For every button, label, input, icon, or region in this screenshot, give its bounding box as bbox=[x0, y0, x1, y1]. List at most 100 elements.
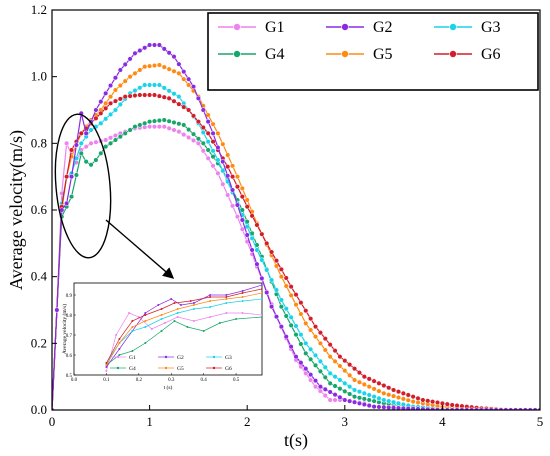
inset-data-point bbox=[128, 312, 131, 314]
data-point bbox=[308, 316, 314, 322]
data-point bbox=[195, 119, 201, 125]
data-point bbox=[142, 120, 148, 126]
data-point bbox=[186, 127, 192, 133]
data-point bbox=[225, 173, 231, 179]
data-point bbox=[366, 397, 372, 403]
data-point bbox=[98, 110, 104, 116]
data-point bbox=[347, 362, 353, 368]
data-point bbox=[210, 121, 216, 127]
data-point bbox=[156, 124, 162, 130]
data-point bbox=[293, 292, 299, 298]
data-point bbox=[205, 155, 211, 161]
data-point bbox=[386, 404, 392, 410]
data-point bbox=[127, 56, 133, 62]
inset-data-point bbox=[105, 370, 108, 372]
y-tick-label: 0.6 bbox=[31, 202, 48, 217]
data-point bbox=[176, 70, 182, 76]
inset-series-g1 bbox=[105, 312, 262, 372]
data-point bbox=[283, 283, 289, 289]
data-point bbox=[147, 92, 153, 98]
inset-data-point bbox=[241, 312, 244, 314]
data-point bbox=[103, 90, 109, 96]
data-point bbox=[161, 94, 167, 100]
data-point bbox=[381, 383, 387, 389]
y-tick-label: 1.2 bbox=[31, 2, 47, 17]
inset-data-point bbox=[225, 302, 228, 304]
data-point bbox=[288, 344, 294, 350]
data-point bbox=[171, 119, 177, 126]
inset-legend-item-g6: G6 bbox=[206, 366, 232, 372]
inset-legend-marker bbox=[212, 355, 216, 359]
inset-data-point bbox=[131, 330, 134, 332]
data-point bbox=[249, 247, 255, 253]
x-tick-label: 3 bbox=[342, 414, 349, 429]
data-point bbox=[88, 127, 94, 133]
data-point bbox=[322, 386, 328, 392]
data-point bbox=[298, 300, 304, 306]
inset-series-g5 bbox=[105, 292, 262, 366]
data-point bbox=[210, 130, 216, 136]
data-point bbox=[342, 380, 348, 386]
data-point bbox=[254, 261, 260, 267]
data-point bbox=[322, 393, 328, 399]
data-point bbox=[156, 82, 162, 88]
y-tick-label: 0.0 bbox=[31, 402, 47, 417]
data-point bbox=[352, 377, 358, 383]
data-point bbox=[171, 91, 177, 97]
data-point bbox=[220, 141, 226, 147]
inset-data-point bbox=[192, 304, 195, 306]
data-point bbox=[449, 402, 455, 408]
data-point bbox=[410, 406, 416, 410]
data-point bbox=[220, 181, 226, 187]
data-point bbox=[171, 54, 177, 60]
data-point bbox=[117, 134, 123, 140]
data-point bbox=[127, 74, 133, 80]
data-point bbox=[366, 384, 372, 390]
data-point bbox=[347, 384, 353, 390]
data-point bbox=[366, 403, 372, 409]
data-point bbox=[386, 385, 392, 391]
data-point bbox=[137, 85, 143, 91]
data-point bbox=[112, 98, 118, 104]
inset-data-point bbox=[209, 306, 212, 308]
data-point bbox=[103, 137, 109, 143]
inset-data-point bbox=[261, 288, 262, 290]
data-point bbox=[151, 124, 158, 130]
data-point bbox=[142, 82, 148, 88]
inset-data-point bbox=[170, 298, 173, 300]
data-point bbox=[147, 124, 153, 130]
data-point bbox=[415, 395, 421, 401]
legend-marker bbox=[341, 50, 349, 58]
data-point bbox=[337, 394, 343, 400]
legend-item-g2: G2 bbox=[326, 19, 393, 36]
data-point bbox=[210, 154, 216, 160]
data-point bbox=[391, 393, 397, 399]
data-point bbox=[156, 93, 162, 99]
data-point bbox=[230, 203, 236, 209]
data-point bbox=[337, 377, 343, 383]
inset-data-point bbox=[157, 304, 160, 306]
data-point bbox=[332, 383, 338, 389]
inset-data-point bbox=[225, 294, 228, 296]
data-point bbox=[117, 96, 123, 102]
data-point bbox=[166, 88, 172, 94]
data-point bbox=[147, 63, 153, 69]
inset-legend-label: G3 bbox=[225, 355, 232, 361]
inset-data-point bbox=[225, 312, 228, 314]
data-point bbox=[112, 87, 118, 93]
data-point bbox=[273, 263, 280, 269]
data-point bbox=[156, 62, 162, 68]
data-point bbox=[166, 50, 172, 56]
data-point bbox=[132, 124, 138, 130]
data-point bbox=[190, 131, 197, 137]
inset-series-g6 bbox=[105, 288, 262, 364]
inset-legend-label: G1 bbox=[129, 355, 136, 361]
inset-data-point bbox=[105, 366, 108, 368]
inset-data-point bbox=[261, 298, 262, 300]
data-point bbox=[83, 130, 89, 136]
data-point bbox=[78, 140, 84, 146]
data-point bbox=[161, 46, 167, 52]
data-point bbox=[186, 134, 192, 141]
data-point bbox=[108, 135, 114, 141]
inset-data-point bbox=[179, 304, 182, 306]
